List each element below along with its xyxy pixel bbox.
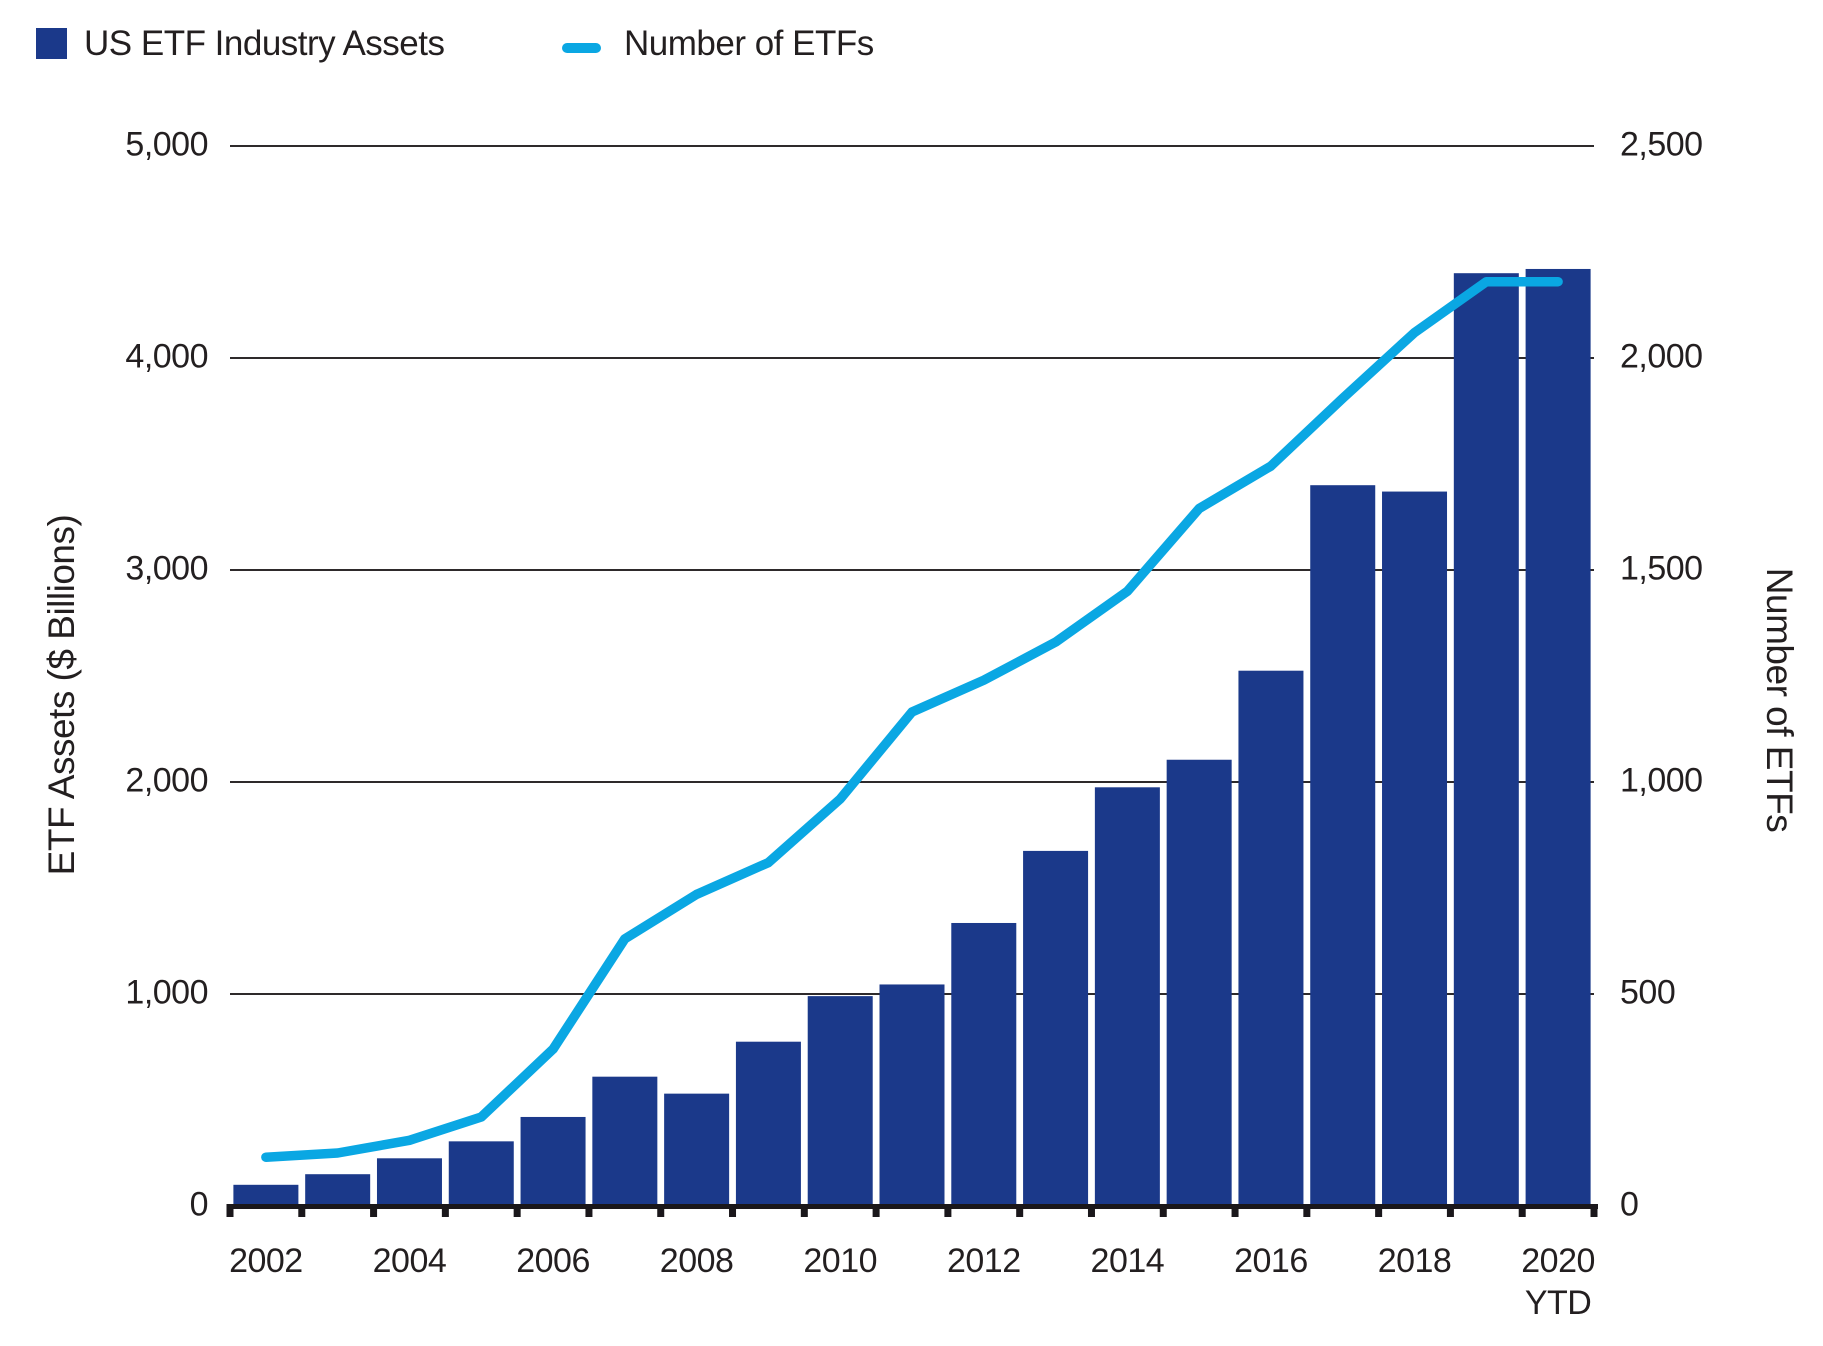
legend-etfs-label: Number of ETFs <box>624 24 874 63</box>
bar-2010 <box>807 996 873 1206</box>
bar-2009 <box>735 1041 801 1206</box>
x-axis-tick <box>1016 1204 1024 1217</box>
x-axis-tick <box>1518 1204 1526 1217</box>
x-axis-tick-label: 2018 <box>1377 1242 1452 1280</box>
bar-2005 <box>448 1141 514 1206</box>
bar-2019 <box>1453 273 1519 1206</box>
bar-2014 <box>1094 787 1160 1206</box>
x-axis-tick-label: 2014 <box>1090 1242 1165 1280</box>
bar-2015 <box>1166 759 1232 1206</box>
left-axis-tick-label: 2,000 <box>125 761 208 800</box>
bar-2017 <box>1310 485 1376 1206</box>
bar-2011 <box>879 984 945 1206</box>
x-axis-tick <box>657 1204 665 1217</box>
bar-2003 <box>305 1174 371 1206</box>
bar-2012 <box>951 922 1017 1206</box>
bar-2002 <box>233 1184 299 1206</box>
x-axis-tick-label: 2016 <box>1234 1242 1308 1280</box>
etf-count-line <box>261 276 1563 1162</box>
x-axis-tick <box>1231 1204 1239 1217</box>
bar-2020-YTD <box>1525 268 1591 1207</box>
x-axis-tick <box>729 1204 737 1217</box>
x-axis-tick <box>513 1204 521 1217</box>
legend-assets-swatch <box>36 28 67 59</box>
legend-assets-label: US ETF Industry Assets <box>84 24 445 63</box>
right-axis-tick-label: 500 <box>1620 973 1676 1012</box>
bar-2006 <box>520 1116 586 1206</box>
bar-2013 <box>1023 850 1089 1206</box>
right-axis-tick-label: 0 <box>1620 1185 1639 1224</box>
x-axis-tick <box>872 1204 880 1217</box>
left-axis-tick-label: 3,000 <box>125 549 208 588</box>
bar-2016 <box>1238 670 1304 1206</box>
left-axis-tick-label: 5,000 <box>125 125 208 164</box>
x-axis-ytd-suffix: YTD <box>1524 1284 1592 1322</box>
legend-etfs-line-swatch <box>562 43 601 53</box>
left-axis-tick-label: 4,000 <box>125 337 208 376</box>
x-axis-tick-label: 2004 <box>372 1242 447 1280</box>
x-axis-tick-label: 2008 <box>659 1242 734 1280</box>
x-axis-tick <box>1303 1204 1311 1217</box>
x-axis-tick <box>1590 1204 1598 1217</box>
bar-2004 <box>376 1158 442 1206</box>
x-axis-tick-label: 2002 <box>229 1242 303 1280</box>
x-axis-tick <box>1087 1204 1095 1217</box>
x-axis-tick <box>800 1204 808 1217</box>
x-axis-tick <box>298 1204 306 1217</box>
right-axis-tick-label: 1,000 <box>1620 761 1703 800</box>
x-axis-tick-label: 2010 <box>803 1242 878 1280</box>
x-axis-tick <box>944 1204 952 1217</box>
bar-2018 <box>1382 491 1448 1206</box>
left-axis-tick-label: 1,000 <box>125 973 208 1012</box>
x-axis-tick <box>585 1204 593 1217</box>
bar-2008 <box>664 1093 730 1206</box>
x-axis-line <box>228 1204 1598 1209</box>
x-axis-tick-label: 2006 <box>516 1242 590 1280</box>
x-axis-tick-label: 2012 <box>946 1242 1021 1280</box>
bar-2007 <box>592 1076 658 1206</box>
x-axis-tick <box>1446 1204 1454 1217</box>
x-axis-tick <box>226 1204 234 1217</box>
x-axis-tick <box>1375 1204 1383 1217</box>
x-axis-tick <box>1159 1204 1167 1217</box>
x-axis-tick-label: 2020 YTD <box>1521 1242 1595 1322</box>
right-axis-tick-label: 1,500 <box>1620 549 1703 588</box>
x-axis-tick <box>370 1204 378 1217</box>
right-axis-tick-label: 2,000 <box>1620 337 1703 376</box>
right-axis-tick-label: 2,500 <box>1620 125 1703 164</box>
left-axis-tick-label: 0 <box>189 1185 209 1224</box>
x-axis-tick <box>441 1204 449 1217</box>
